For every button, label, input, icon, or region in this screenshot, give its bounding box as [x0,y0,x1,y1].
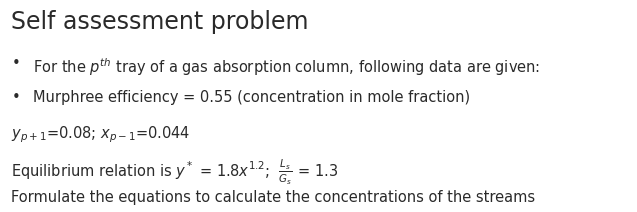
Text: Self assessment problem: Self assessment problem [11,10,309,33]
Text: •: • [11,90,20,105]
Text: Equilibrium relation is $y^*$ = 1.8$x^{1.2}$;  $\frac{L_s}{G_s}$ = 1.3: Equilibrium relation is $y^*$ = 1.8$x^{1… [11,158,338,187]
Text: $y_{p+1}$=0.08; $x_{p-1}$=0.044: $y_{p+1}$=0.08; $x_{p-1}$=0.044 [11,124,191,145]
Text: Murphree efficiency = 0.55 (concentration in mole fraction): Murphree efficiency = 0.55 (concentratio… [33,90,470,105]
Text: Formulate the equations to calculate the concentrations of the streams: Formulate the equations to calculate the… [11,190,536,205]
Text: •: • [11,56,20,71]
Text: For the $p^{th}$ tray of a gas absorption column, following data are given:: For the $p^{th}$ tray of a gas absorptio… [33,56,540,78]
